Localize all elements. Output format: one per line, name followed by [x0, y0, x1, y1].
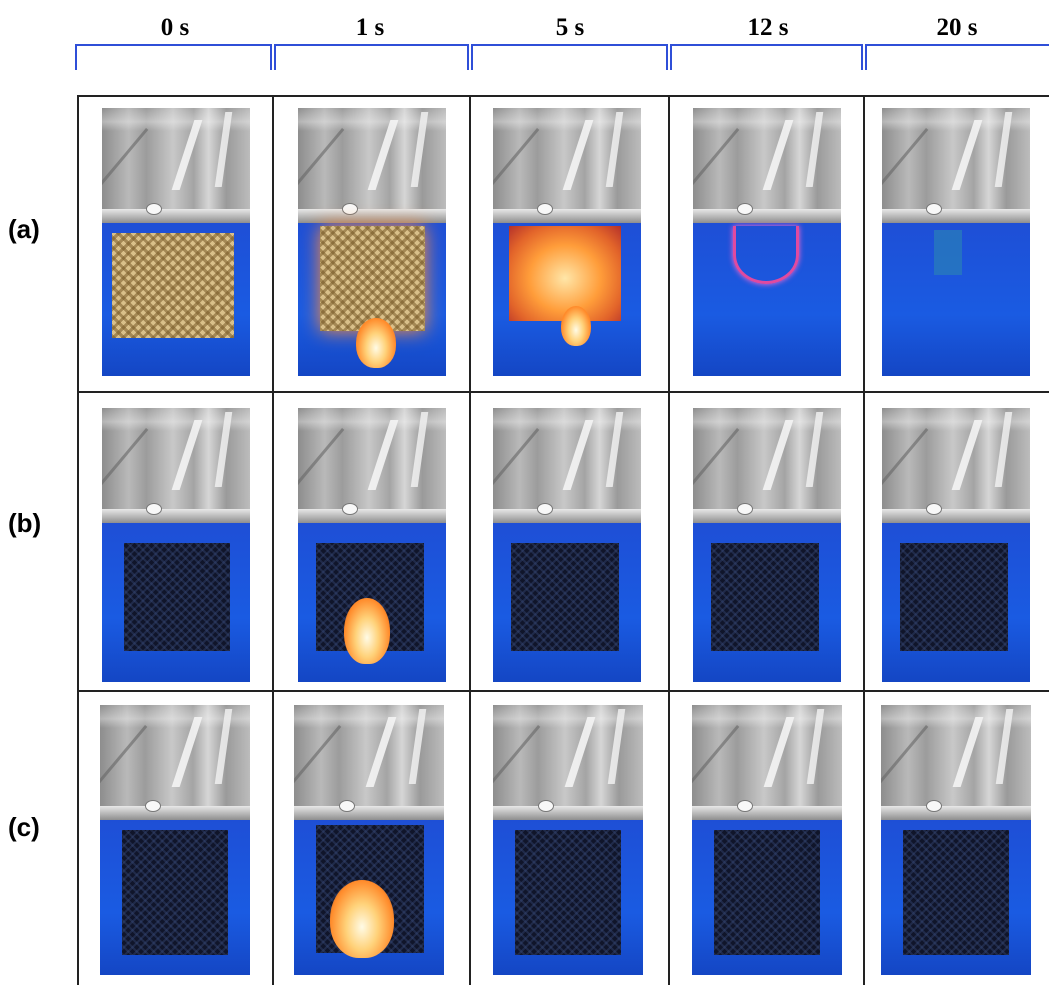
photo-b-1s: [298, 408, 446, 682]
row-label-a: (a): [8, 214, 40, 244]
grid-divider: [469, 95, 471, 985]
image-grid: [77, 95, 1049, 985]
grid-divider: [272, 95, 274, 985]
time-bracket-1s: [274, 44, 469, 70]
photo-a-5s: [493, 108, 641, 376]
time-label-12s: 12 s: [747, 14, 789, 41]
row-label-b: (b): [8, 508, 42, 538]
time-label-0s: 0 s: [160, 14, 190, 41]
photo-b-20s: [882, 408, 1030, 682]
row-label-c: (c): [8, 812, 40, 842]
grid-divider: [668, 95, 670, 985]
photo-c-1s: [294, 705, 444, 975]
photo-b-0s: [102, 408, 250, 682]
photo-c-20s: [881, 705, 1031, 975]
time-bracket-0s: [75, 44, 272, 70]
photo-a-20s: [882, 108, 1030, 376]
time-bracket-5s: [471, 44, 668, 70]
grid-divider: [863, 95, 865, 985]
grid-divider: [77, 391, 1049, 393]
photo-c-0s: [100, 705, 250, 975]
time-label-5s: 5 s: [555, 14, 585, 41]
photo-b-12s: [693, 408, 841, 682]
grid-divider: [77, 690, 1049, 692]
time-label-20s: 20 s: [936, 14, 978, 41]
time-header: 0 s 1 s 5 s 12 s 20 s: [0, 0, 1049, 80]
time-bracket-12s: [670, 44, 863, 70]
photo-a-1s: [298, 108, 446, 376]
time-label-1s: 1 s: [355, 14, 385, 41]
time-bracket-20s: [865, 44, 1049, 70]
photo-c-12s: [692, 705, 842, 975]
photo-b-5s: [493, 408, 641, 682]
photo-c-5s: [493, 705, 643, 975]
photo-a-0s: [102, 108, 250, 376]
photo-a-12s: [693, 108, 841, 376]
